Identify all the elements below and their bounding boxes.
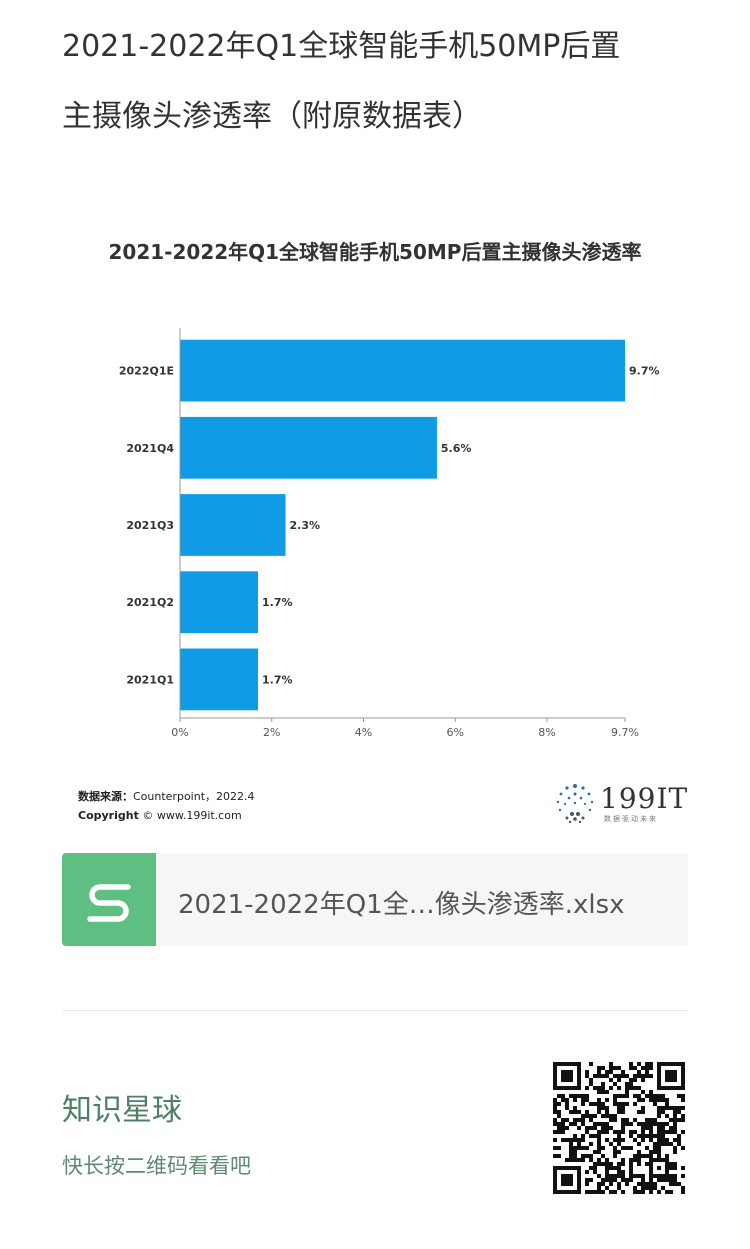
chart-title: 2021-2022年Q1全球智能手机50MP后置主摄像头渗透率: [108, 240, 642, 264]
divider: [62, 1010, 688, 1011]
copyright-label: Copyright: [78, 809, 139, 822]
x-tick-label: 6%: [447, 726, 464, 739]
x-tick-label: 8%: [538, 726, 555, 739]
bar-2021Q4: [180, 416, 437, 479]
199it-logo: 199IT 数据驱动未来: [552, 780, 692, 826]
data-label: 1.7%: [262, 673, 293, 686]
x-tick-label: 4%: [355, 726, 372, 739]
source-note: 数据来源：Counterpoint，2022.4 Copyright © www…: [78, 787, 255, 825]
data-label: 2.3%: [290, 519, 321, 532]
category-label: 2021Q3: [126, 519, 174, 532]
bar-2021Q3: [180, 494, 286, 556]
data-label: 9.7%: [629, 365, 660, 378]
bar-2021Q1: [180, 648, 258, 711]
bar-chart: 2022Q1E 9.7% 2021Q4 5.6% 2021Q3 2.3% 2021Q2 1.7…: [119, 328, 660, 739]
source-text: Counterpoint，2022.4: [133, 790, 255, 803]
x-tick-label: 2%: [263, 726, 280, 739]
spreadsheet-s-icon: [62, 853, 156, 946]
logo-tagline: 数据驱动未来: [604, 815, 658, 823]
bar-2021Q2: [180, 571, 258, 634]
data-label: 5.6%: [441, 442, 472, 455]
file-name: 2021-2022年Q1全…像头渗透率.xlsx: [178, 890, 625, 920]
category-label: 2021Q2: [126, 596, 174, 609]
source-label: 数据来源：: [78, 790, 133, 803]
dot-globe-icon: [556, 784, 594, 824]
planet-title: 知识星球: [62, 1093, 182, 1128]
logo-text: 199IT: [600, 782, 689, 815]
article-title: 2021-2022年Q1全球智能手机50MP后置 主摄像头渗透率（附原数据表）: [62, 12, 702, 152]
file-attachment-card[interactable]: 2021-2022年Q1全…像头渗透率.xlsx: [62, 853, 688, 946]
x-tick-label: 0%: [171, 726, 188, 739]
article-title-line1: 2021-2022年Q1全球智能手机50MP后置: [62, 29, 621, 64]
bar-2022Q1E: [180, 339, 625, 402]
copyright-text: © www.199it.com: [142, 809, 242, 822]
category-label: 2021Q1: [126, 673, 174, 686]
article-title-line2: 主摄像头渗透率（附原数据表）: [62, 99, 482, 134]
x-tick-label: 9.7%: [611, 726, 639, 739]
category-label: 2021Q4: [126, 442, 174, 455]
qr-code-icon[interactable]: [553, 1062, 685, 1194]
planet-subtitle: 快长按二维码看看吧: [62, 1154, 251, 1178]
data-label: 1.7%: [262, 596, 293, 609]
category-label: 2022Q1E: [119, 365, 174, 378]
